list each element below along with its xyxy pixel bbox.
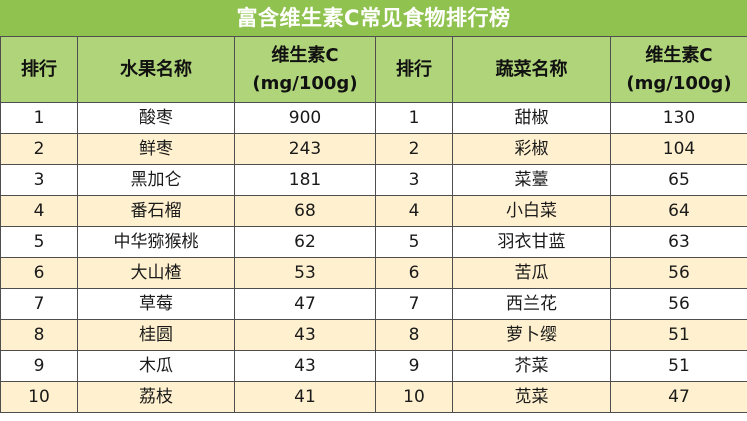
table-row: 5 中华猕猴桃 62 5 羽衣甘蓝 63 [0,226,747,258]
fruit-name-cell: 鲜枣 [77,133,235,165]
veg-name-header-label: 蔬菜名称 [495,58,568,80]
fruit-rank-cell: 4 [0,195,78,227]
veg-name-cell: 苦瓜 [452,257,611,289]
veg-rank-header: 排行 [375,36,453,103]
veg-vitamin-cell: 56 [610,288,747,320]
veg-vitamin-header-line1: 维生素C [645,44,713,66]
fruit-rank-cell: 10 [0,381,78,413]
veg-name-cell: 菜薹 [452,164,611,196]
fruit-rank-cell: 8 [0,319,78,351]
fruit-vitamin-cell: 900 [234,102,376,134]
fruit-name-header-label: 水果名称 [120,58,192,80]
fruit-vitamin-cell: 243 [234,133,376,165]
veg-vitamin-cell: 51 [610,319,747,351]
table-row: 4 番石榴 68 4 小白菜 64 [0,195,747,227]
fruit-name-header: 水果名称 [77,36,235,103]
fruit-rank-cell: 6 [0,257,78,289]
fruit-vitamin-cell: 53 [234,257,376,289]
veg-rank-cell: 6 [375,257,453,289]
table-row: 3 黑加仑 181 3 菜薹 65 [0,164,747,196]
veg-name-header: 蔬菜名称 [452,36,611,103]
veg-rank-cell: 2 [375,133,453,165]
fruit-name-cell: 番石榴 [77,195,235,227]
veg-vitamin-cell: 104 [610,133,747,165]
fruit-rank-cell: 5 [0,226,78,258]
fruit-vitamin-cell: 47 [234,288,376,320]
fruit-vitamin-cell: 41 [234,381,376,413]
table-row: 2 鲜枣 243 2 彩椒 104 [0,133,747,165]
fruit-vitamin-header-line1: 维生素C [271,44,339,66]
fruit-rank-cell: 1 [0,102,78,134]
table-row: 10 荔枝 41 10 苋菜 47 [0,381,747,413]
fruit-name-cell: 大山楂 [77,257,235,289]
veg-vitamin-cell: 47 [610,381,747,413]
veg-name-cell: 西兰花 [452,288,611,320]
veg-name-cell: 苋菜 [452,381,611,413]
fruit-name-cell: 木瓜 [77,350,235,382]
veg-name-cell: 甜椒 [452,102,611,134]
fruit-rank-header: 排行 [0,36,78,103]
veg-vitamin-cell: 63 [610,226,747,258]
fruit-name-cell: 荔枝 [77,381,235,413]
veg-rank-cell: 8 [375,319,453,351]
veg-vitamin-cell: 51 [610,350,747,382]
veg-name-cell: 彩椒 [452,133,611,165]
fruit-vitamin-header: 维生素C (mg/100g) [234,36,376,103]
fruit-name-cell: 酸枣 [77,102,235,134]
veg-rank-cell: 4 [375,195,453,227]
header-row: 排行 水果名称 维生素C (mg/100g) 排行 蔬菜名称 维生素C (mg/… [0,36,747,103]
veg-rank-header-label: 排行 [396,58,432,80]
fruit-rank-cell: 9 [0,350,78,382]
fruit-vitamin-header-line2: (mg/100g) [252,72,358,94]
vitamin-c-table: 排行 水果名称 维生素C (mg/100g) 排行 蔬菜名称 维生素C (mg/… [0,36,747,413]
veg-name-cell: 芥菜 [452,350,611,382]
fruit-vitamin-cell: 181 [234,164,376,196]
veg-vitamin-cell: 130 [610,102,747,134]
fruit-rank-cell: 2 [0,133,78,165]
table-row: 9 木瓜 43 9 芥菜 51 [0,350,747,382]
fruit-vitamin-cell: 43 [234,319,376,351]
fruit-name-cell: 桂圆 [77,319,235,351]
table-body: 1 酸枣 900 1 甜椒 130 2 鲜枣 243 2 彩椒 104 3 黑加… [0,102,747,413]
fruit-rank-header-label: 排行 [21,58,57,80]
table-row: 6 大山楂 53 6 苦瓜 56 [0,257,747,289]
fruit-rank-cell: 7 [0,288,78,320]
veg-rank-cell: 5 [375,226,453,258]
table-row: 7 草莓 47 7 西兰花 56 [0,288,747,320]
veg-rank-cell: 3 [375,164,453,196]
page-title: 富含维生素C常见食物排行榜 [0,0,747,36]
fruit-name-cell: 中华猕猴桃 [77,226,235,258]
fruit-name-cell: 草莓 [77,288,235,320]
veg-vitamin-cell: 64 [610,195,747,227]
veg-vitamin-cell: 56 [610,257,747,289]
veg-rank-cell: 7 [375,288,453,320]
fruit-vitamin-cell: 62 [234,226,376,258]
table-header: 排行 水果名称 维生素C (mg/100g) 排行 蔬菜名称 维生素C (mg/… [0,36,747,103]
fruit-name-cell: 黑加仑 [77,164,235,196]
veg-rank-cell: 10 [375,381,453,413]
veg-rank-cell: 1 [375,102,453,134]
veg-vitamin-cell: 65 [610,164,747,196]
table-row: 1 酸枣 900 1 甜椒 130 [0,102,747,134]
fruit-rank-cell: 3 [0,164,78,196]
veg-vitamin-header-line2: (mg/100g) [626,72,732,94]
fruit-vitamin-cell: 43 [234,350,376,382]
table-row: 8 桂圆 43 8 萝卜缨 51 [0,319,747,351]
veg-name-cell: 羽衣甘蓝 [452,226,611,258]
veg-vitamin-header: 维生素C (mg/100g) [610,36,747,103]
fruit-vitamin-cell: 68 [234,195,376,227]
veg-name-cell: 萝卜缨 [452,319,611,351]
veg-name-cell: 小白菜 [452,195,611,227]
veg-rank-cell: 9 [375,350,453,382]
